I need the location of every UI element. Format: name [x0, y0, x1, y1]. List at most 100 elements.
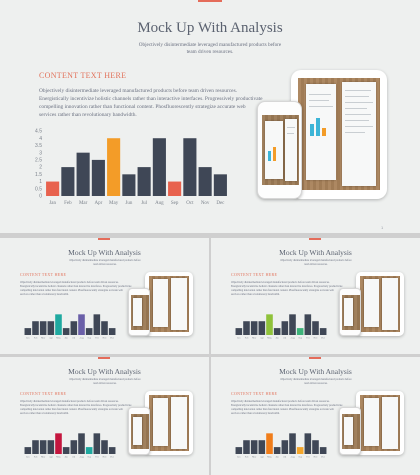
x-tick-label: Apr: [94, 201, 102, 206]
bar-apr: [258, 321, 266, 335]
main-slide[interactable]: Mock Up With Analysis Objectively disint…: [0, 0, 420, 233]
bar-mar: [250, 321, 258, 335]
bar-aug: [289, 433, 296, 454]
x-tick-label: Apr: [49, 456, 53, 459]
bar-mar: [76, 152, 90, 196]
slide-subtitle: Objectively disintermediate leveraged ma…: [280, 259, 352, 266]
y-tick-label: 2.5: [35, 157, 42, 163]
slide-title: Mock Up With Analysis: [279, 248, 352, 257]
phone-mockup: [128, 407, 150, 455]
bar-sep: [85, 447, 93, 454]
accent-mark: [309, 238, 321, 240]
variant-slide-orange[interactable]: Mock Up With Analysis Objectively disint…: [211, 357, 420, 475]
bar-may: [55, 433, 62, 454]
bar-may: [266, 314, 273, 335]
x-tick-label: Nov: [102, 337, 107, 340]
bar-mar: [39, 321, 47, 335]
section-heading: CONTENT TEXT HERE: [231, 272, 278, 277]
bar-dec: [319, 328, 327, 335]
bar-jan: [24, 447, 32, 454]
accent-mark: [198, 0, 222, 2]
x-tick-label: May: [267, 337, 272, 340]
page-number: 1: [381, 225, 384, 230]
bar-chart-svg: Jan Feb Mar Apr May Jun Jul Aug Sep Oct Nov Dec: [24, 433, 116, 459]
x-tick-label: Dec: [110, 456, 114, 459]
bar-chart-teal: Jan Feb Mar Apr May Jun Jul Aug Sep Oct Nov Dec: [20, 304, 116, 340]
section-heading: CONTENT TEXT HERE: [20, 391, 67, 396]
x-tick-label: Sep: [87, 456, 91, 459]
variant-slide-teal[interactable]: Mock Up With Analysis Objectively disint…: [0, 238, 209, 354]
bar-dec: [319, 447, 327, 454]
bar-oct: [183, 138, 197, 196]
body-text: Objectively disintermediate leveraged ma…: [231, 400, 343, 415]
bar-nov: [312, 440, 319, 454]
x-tick-label: Dec: [216, 201, 225, 206]
bar-chart-svg: Jan Feb Mar Apr May Jun Jul Aug Sep Oct Nov Dec: [235, 433, 327, 459]
x-tick-label: Jun: [65, 337, 69, 340]
x-tick-label: Oct: [186, 201, 194, 206]
bar-apr: [258, 440, 266, 454]
y-tick-label: 4: [39, 136, 42, 142]
x-tick-label: Aug: [290, 456, 295, 459]
x-tick-label: Oct: [306, 456, 310, 459]
bar-feb: [243, 440, 250, 454]
bar-oct: [93, 314, 101, 335]
x-tick-label: Jan: [237, 456, 241, 459]
bar-aug: [152, 138, 166, 196]
x-tick-label: Mar: [41, 456, 45, 459]
bar-aug: [289, 314, 296, 335]
tablet-mockup: [145, 272, 193, 336]
x-tick-label: Dec: [321, 337, 325, 340]
y-tick-label: 1.5: [35, 172, 42, 178]
bar-jul: [281, 321, 289, 335]
y-tick-label: 3.5: [35, 143, 42, 149]
x-tick-label: Jan: [26, 456, 30, 459]
tablet-mockup: [356, 272, 404, 336]
x-tick-label: Jun: [276, 456, 280, 459]
bar-mar: [39, 440, 47, 454]
x-tick-label: Sep: [298, 337, 302, 340]
bar-may: [107, 138, 121, 196]
x-tick-label: Jan: [49, 201, 56, 206]
slide-title: Mock Up With Analysis: [137, 20, 283, 36]
bar-may: [55, 314, 62, 335]
bar-feb: [61, 167, 75, 196]
x-tick-label: May: [109, 201, 119, 206]
bar-jul: [70, 440, 78, 454]
x-tick-label: Jan: [26, 337, 30, 340]
x-tick-label: Mar: [79, 201, 88, 206]
variant-slide-green[interactable]: Mock Up With Analysis Objectively disint…: [211, 238, 420, 354]
bar-chart-green: Jan Feb Mar Apr May Jun Jul Aug Sep Oct Nov Dec: [231, 304, 327, 340]
body-text: Objectively disintermediate leveraged ma…: [20, 281, 132, 296]
bar-jan: [46, 181, 60, 196]
section-heading: CONTENT TEXT HERE: [39, 71, 127, 80]
tablet-mockup: [356, 391, 404, 455]
tablet-mockup: [145, 391, 193, 455]
x-tick-label: Sep: [87, 337, 91, 340]
bar-feb: [32, 440, 39, 454]
bar-aug: [78, 433, 85, 454]
phone-mockup: [128, 288, 150, 336]
bar-mar: [250, 440, 258, 454]
x-tick-label: Nov: [102, 456, 107, 459]
x-tick-label: Jul: [72, 337, 75, 340]
x-tick-label: Jun: [276, 337, 280, 340]
body-text: Objectively disintermediate leveraged ma…: [39, 88, 263, 118]
slide-subtitle: Objectively disintermediate leveraged ma…: [280, 378, 352, 385]
y-tick-label: 0: [39, 194, 42, 200]
x-tick-label: Mar: [41, 337, 45, 340]
section-heading: CONTENT TEXT HERE: [20, 272, 67, 277]
variant-slide-red[interactable]: Mock Up With Analysis Objectively disint…: [0, 357, 209, 475]
x-tick-label: Dec: [321, 456, 325, 459]
bar-apr: [91, 159, 105, 196]
bar-sep: [296, 447, 304, 454]
bar-chart-orange: Jan Feb Mar Apr May Jun Jul Aug Sep Oct Nov Dec: [231, 423, 327, 459]
slide-subtitle: Objectively disintermediate leveraged ma…: [138, 42, 282, 55]
accent-mark: [98, 357, 110, 359]
y-tick-label: 0.5: [35, 186, 42, 192]
x-tick-label: May: [56, 337, 61, 340]
body-text: Objectively disintermediate leveraged ma…: [231, 281, 343, 296]
accent-mark: [309, 357, 321, 359]
x-tick-label: Apr: [260, 456, 264, 459]
x-tick-label: Feb: [245, 337, 249, 340]
